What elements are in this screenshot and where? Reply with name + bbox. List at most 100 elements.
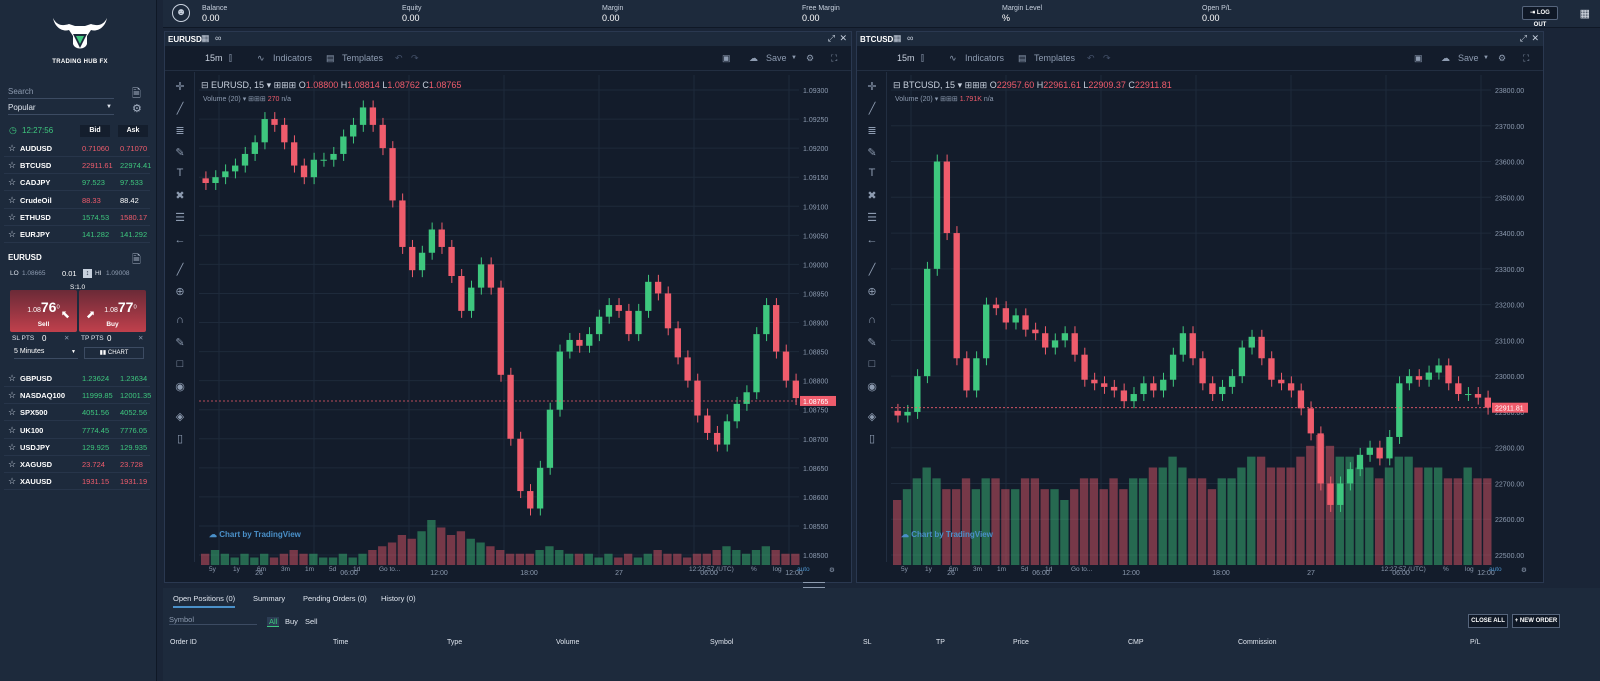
bid-price[interactable]: 88.33 [82, 195, 101, 205]
percent-toggle[interactable]: % [1443, 566, 1449, 573]
chevron-down-icon[interactable]: ▼ [791, 55, 797, 61]
document-icon[interactable]: 🗎 [132, 254, 141, 266]
column-header[interactable]: Order ID [170, 639, 197, 646]
text-icon[interactable]: T [868, 167, 876, 179]
eye-icon[interactable]: ◉ [867, 381, 877, 393]
lock-draw-icon[interactable]: ✎ [175, 337, 185, 349]
positions-tab[interactable]: Pending Orders (0) [303, 594, 367, 603]
range-button[interactable]: 5d [329, 566, 337, 573]
expand-icon[interactable]: ⤢ [1519, 33, 1527, 43]
bid-price[interactable]: 1574.53 [82, 212, 110, 222]
filter-buy[interactable]: Buy [285, 617, 298, 626]
settings-gear-icon[interactable]: ⚙ [1498, 53, 1507, 63]
ask-price[interactable]: 12001.35 [120, 391, 152, 401]
trash-icon[interactable]: ▯ [868, 433, 876, 445]
star-icon[interactable]: ☆ [8, 390, 17, 401]
indicators-icon[interactable]: ∿ [257, 53, 265, 63]
fullscreen-icon[interactable]: ⛶ [831, 53, 838, 63]
templates-icon[interactable]: ▤ [1018, 53, 1027, 63]
bid-price[interactable]: 23.724 [82, 460, 105, 469]
star-icon[interactable]: ☆ [8, 177, 17, 188]
bid-price[interactable]: 1.23624 [82, 374, 110, 383]
column-header[interactable]: Type [447, 639, 463, 646]
range-button[interactable]: 1d [353, 566, 361, 573]
link-icon[interactable]: ∞ [215, 33, 222, 43]
brush-icon[interactable]: ✎ [867, 147, 877, 159]
chart-button[interactable]: ▮▮ CHART [84, 347, 144, 359]
redo-icon[interactable]: ↷ [411, 53, 419, 63]
scale-settings-icon[interactable]: ⚙ [1521, 567, 1527, 574]
symbol-row[interactable]: ☆ EURJPY 141.282 141.292 [4, 226, 150, 243]
tradingview-attribution[interactable]: ☁ Chart by TradingView [901, 530, 993, 539]
collapse-icon[interactable]: ⊟ [201, 80, 212, 90]
star-icon[interactable]: ☆ [8, 373, 17, 383]
range-button[interactable]: Go to... [1071, 566, 1093, 573]
filter-sell[interactable]: Sell [305, 617, 318, 626]
ask-price[interactable]: 1580.17 [120, 212, 148, 222]
star-icon[interactable]: ☆ [8, 441, 17, 452]
cloud-icon[interactable]: ☁ [1441, 53, 1450, 63]
range-button[interactable]: 1m [997, 566, 1007, 573]
column-header[interactable]: TP [936, 639, 945, 646]
timeframe-select[interactable]: 5 Minutes ▼ [14, 348, 78, 359]
ruler-icon[interactable]: ╱ [868, 264, 876, 276]
symbol-row[interactable]: ☆ CADJPY 97.523 97.533 [4, 174, 150, 192]
column-header[interactable]: Commission [1238, 639, 1277, 646]
fib-icon[interactable]: ≣ [175, 125, 185, 137]
positions-tab[interactable]: Open Positions (0) [173, 594, 236, 608]
logout-button[interactable]: ⇥ LOG OUT [1522, 6, 1558, 28]
text-icon[interactable]: T [176, 167, 184, 179]
range-button[interactable]: 1y [925, 566, 932, 573]
filter-all[interactable]: All [267, 617, 280, 627]
redo-icon[interactable]: ↷ [1103, 53, 1111, 63]
positions-tab[interactable]: History (0) [381, 594, 416, 603]
bid-price[interactable]: 4051.56 [82, 408, 110, 418]
symbol-row[interactable]: ☆ UK100 7774.45 7776.05 [4, 422, 150, 439]
column-header[interactable]: SL [863, 639, 872, 646]
symbol-row[interactable]: ☆ XAGUSD 23.724 23.728 [4, 456, 150, 473]
range-button[interactable]: 5d [1021, 566, 1029, 573]
star-icon[interactable]: ☆ [8, 424, 17, 435]
eye-icon[interactable]: ◉ [175, 381, 185, 393]
star-icon[interactable]: ☆ [8, 229, 17, 239]
symbol-row[interactable]: ☆ XAUUSD 1931.15 1931.19 [4, 473, 150, 491]
candle-type-icon[interactable]: ⫿ [229, 53, 232, 63]
ask-price[interactable]: 129.935 [120, 442, 148, 452]
symbol-row[interactable]: ☆ USDJPY 129.925 129.935 [4, 439, 150, 456]
fullscreen-icon[interactable]: ⛶ [1523, 53, 1530, 63]
positions-tab[interactable]: Summary [253, 594, 286, 603]
symbol-row[interactable]: ☆ BTCUSD 22911.61 22974.41 [4, 157, 151, 175]
ask-price[interactable]: 88.42 [120, 195, 139, 205]
templates-button[interactable]: Templates [342, 53, 384, 63]
column-header[interactable]: CMP [1128, 639, 1144, 646]
gear-icon[interactable]: ⚙ [132, 103, 142, 115]
ask-price[interactable]: 97.533 [120, 178, 143, 188]
range-button[interactable]: Go to... [379, 566, 401, 573]
pattern-icon[interactable]: ✖ [867, 190, 877, 202]
indicators-button[interactable]: Indicators [965, 53, 1005, 63]
auto-toggle[interactable]: auto [1489, 566, 1502, 573]
bid-price[interactable]: 22911.61 [82, 161, 113, 171]
buy-button[interactable]: ⬈ 1.08770 Buy [79, 290, 146, 332]
range-button[interactable]: 5y [901, 566, 908, 573]
bid-price[interactable]: 0.71060 [82, 144, 110, 153]
range-button[interactable]: 3m [973, 566, 983, 573]
range-button[interactable]: 1m [305, 566, 315, 573]
chevron-down-icon[interactable]: ▼ [1483, 55, 1489, 61]
symbol-row[interactable]: ☆ SPX500 4051.56 4052.56 [4, 404, 150, 422]
trendline-icon[interactable]: ╱ [868, 103, 876, 115]
candle-type-icon[interactable]: ⫿ [921, 53, 924, 63]
ask-price[interactable]: 141.292 [120, 230, 148, 239]
column-header[interactable]: Price [1013, 639, 1029, 646]
zoom-icon[interactable]: ⊕ [867, 286, 877, 298]
add-file-icon[interactable]: 🗎 [132, 88, 141, 100]
ask-price[interactable]: 4052.56 [120, 408, 148, 418]
brush-icon[interactable]: ✎ [175, 147, 185, 159]
volume-caret[interactable]: ▾ ⊞⊞⊞ [240, 96, 268, 103]
ask-price[interactable]: 7776.05 [120, 425, 148, 435]
lock-draw-icon[interactable]: ✎ [867, 337, 877, 349]
settings-gear-icon[interactable]: ⚙ [806, 53, 815, 63]
tp-input[interactable]: 0 [107, 334, 112, 343]
indicators-icon[interactable]: ∿ [949, 53, 957, 63]
undo-icon[interactable]: ↶ [395, 53, 403, 63]
